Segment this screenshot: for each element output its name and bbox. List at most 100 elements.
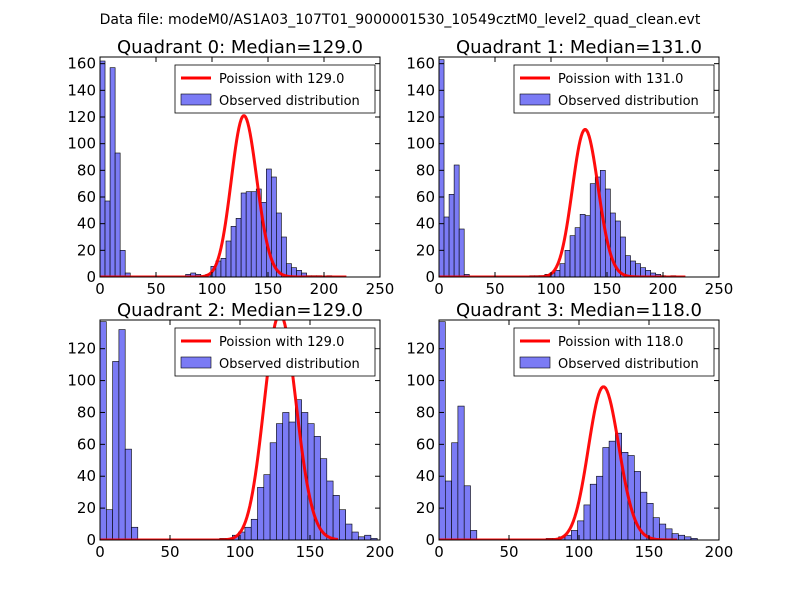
histogram-bar [457, 405, 465, 540]
legend-patch-swatch [519, 356, 551, 369]
histogram-bar [564, 250, 571, 277]
y-tick-label: 60 [416, 188, 435, 206]
y-tick-label: 60 [416, 435, 435, 453]
histogram-bar [608, 440, 616, 540]
histogram-bar [326, 480, 334, 540]
histogram-bar [240, 192, 247, 277]
legend: Poission with 118.0 Observed distribution [513, 327, 715, 377]
histogram-bar [230, 226, 237, 277]
x-tick-label: 150 [635, 543, 664, 561]
histogram-bar [301, 272, 307, 277]
histogram-bar [345, 523, 353, 540]
x-tick-label: 50 [160, 543, 179, 561]
histogram-bar [235, 218, 242, 277]
histogram-bar [220, 258, 227, 277]
y-tick-label: 100 [67, 372, 96, 390]
histogram-bar [104, 200, 111, 277]
histogram-bar [630, 260, 636, 277]
histogram-bar [244, 526, 252, 540]
histogram-bar [448, 194, 455, 277]
legend-patch-swatch [180, 356, 212, 369]
x-tick-label: 200 [366, 543, 395, 561]
histogram-bar [307, 423, 315, 540]
x-tick-label: 0 [95, 543, 105, 561]
histogram-bar [625, 255, 631, 277]
y-tick-label: 80 [416, 403, 435, 421]
subplot-quadrant-0: Quadrant 0: Median=129.0 0 50 100 150 200 250 0… [67, 37, 394, 298]
histogram-bar [602, 447, 610, 540]
y-tick-label: 80 [416, 161, 435, 179]
plot-content [100, 320, 378, 540]
x-tick-label: 150 [254, 280, 283, 298]
y-tick-label: 120 [406, 108, 435, 126]
subplot-quadrant-2: Quadrant 2: Median=129.0 0 50 100 150 200 0 20 4… [67, 300, 394, 561]
y-tick-label: 140 [67, 81, 96, 99]
histogram-bar [250, 191, 257, 277]
subplot-title: Quadrant 0: Median=129.0 [117, 37, 363, 58]
histogram-bar [245, 191, 252, 277]
histogram-bar [370, 538, 378, 540]
legend-label-observed: Observed distribution [219, 357, 360, 372]
y-tick-label: 40 [77, 467, 96, 485]
y-tick-label: 20 [416, 241, 435, 259]
x-tick-label: 100 [198, 280, 227, 298]
subplot-quadrant-1: Quadrant 1: Median=131.0 0 50 100 150 200 250 0… [406, 37, 733, 298]
x-tick-label: 250 [705, 280, 734, 298]
histogram-bar [652, 517, 660, 540]
histogram-bar [584, 215, 591, 277]
histogram-bar [109, 67, 116, 277]
histogram-bar [458, 228, 465, 277]
x-tick-label: 0 [434, 543, 444, 561]
histogram-bar [690, 538, 698, 540]
histogram-bar [569, 235, 576, 277]
histogram-bar [225, 240, 232, 277]
histogram-bar [100, 60, 106, 277]
y-tick-label: 120 [67, 108, 96, 126]
legend-label-poisson: Poission with 131.0 [558, 72, 683, 87]
histogram-bar [364, 534, 372, 540]
x-tick-label: 0 [434, 280, 444, 298]
histogram-bar [646, 503, 654, 540]
histogram-bar [119, 250, 126, 277]
legend-label-poisson: Poission with 118.0 [558, 335, 683, 350]
y-tick-label: 0 [86, 531, 96, 549]
histogram-bar [276, 212, 282, 277]
y-tick-label: 140 [406, 81, 435, 99]
histogram-bar [282, 412, 290, 540]
y-tick-label: 100 [67, 135, 96, 153]
x-tick-label: 250 [366, 280, 395, 298]
histogram-bar [106, 509, 113, 540]
panels: Quadrant 0: Median=129.00 50 100 150 200 2500… [67, 37, 733, 561]
histogram-bar [579, 214, 586, 277]
histogram-bar [288, 421, 296, 540]
x-tick-label: 150 [296, 543, 325, 561]
y-tick-label: 120 [67, 340, 96, 358]
histogram-bar [451, 442, 459, 540]
histogram-bar [439, 321, 446, 540]
y-tick-label: 60 [77, 188, 96, 206]
y-tick-label: 100 [406, 372, 435, 390]
y-tick-label: 0 [86, 268, 96, 286]
histogram-bar [659, 523, 667, 540]
x-tick-label: 50 [499, 543, 518, 561]
x-tick-label: 200 [310, 280, 339, 298]
x-tick-label: 50 [485, 280, 504, 298]
y-tick-label: 20 [77, 241, 96, 259]
histogram-bar [443, 216, 450, 277]
y-tick-label: 0 [425, 268, 435, 286]
histogram-bar [453, 164, 460, 277]
legend: Poission with 129.0 Observed distribution [174, 327, 376, 377]
histogram-bar [574, 227, 581, 277]
histogram-bar [250, 518, 258, 540]
legend-label-observed: Observed distribution [558, 357, 699, 372]
axes-frame [438, 56, 720, 278]
histogram-bar [263, 474, 271, 540]
x-tick-label: 100 [226, 543, 255, 561]
histogram-bar [351, 531, 359, 540]
histogram-bar [559, 263, 566, 277]
legend-patch-swatch [180, 93, 212, 106]
legend-patch-swatch [519, 93, 551, 106]
x-tick-label: 150 [593, 280, 622, 298]
histogram-bar [665, 528, 673, 540]
